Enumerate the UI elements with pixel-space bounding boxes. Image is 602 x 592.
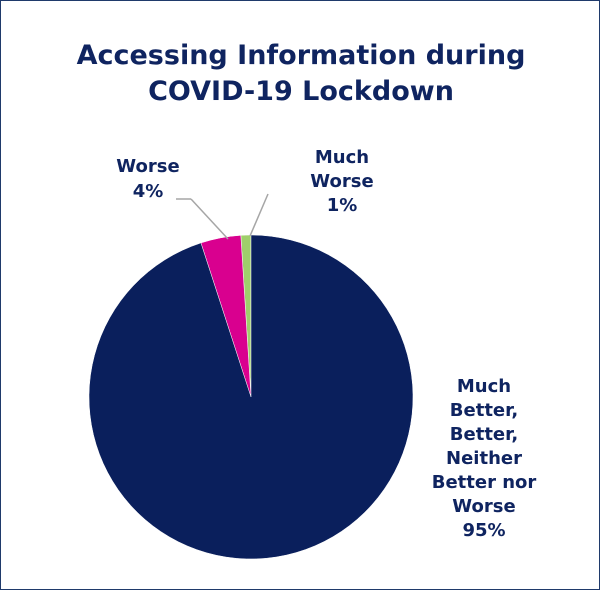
slice-label: Neither bbox=[446, 448, 522, 469]
pie-slices bbox=[88, 234, 414, 560]
slice-percent: 95% bbox=[462, 520, 505, 541]
chart-title-line-1: Accessing Information during bbox=[77, 40, 526, 71]
slice-label: Much bbox=[457, 376, 511, 397]
data-label-much-better: Much Better, Better, Neither Better nor … bbox=[432, 376, 537, 541]
leader-line-worse bbox=[190, 198, 229, 240]
slice-percent: 1% bbox=[327, 195, 358, 216]
data-label-worse: Worse 4% bbox=[116, 156, 179, 202]
data-label-much-worse: Much Worse 1% bbox=[310, 147, 373, 216]
slice-label: Better, bbox=[450, 400, 518, 421]
slice-much-better bbox=[88, 234, 414, 560]
slice-label: Worse bbox=[116, 156, 179, 177]
chart-title-line-2: COVID-19 Lockdown bbox=[148, 76, 454, 107]
slice-label: Better, bbox=[450, 424, 518, 445]
slice-percent: 4% bbox=[133, 181, 164, 202]
leader-line-much-worse bbox=[249, 193, 269, 237]
slice-label: Worse bbox=[452, 496, 515, 517]
slice-label: Much bbox=[315, 147, 369, 168]
slice-label: Better nor bbox=[432, 472, 537, 493]
slice-label: Worse bbox=[310, 171, 373, 192]
